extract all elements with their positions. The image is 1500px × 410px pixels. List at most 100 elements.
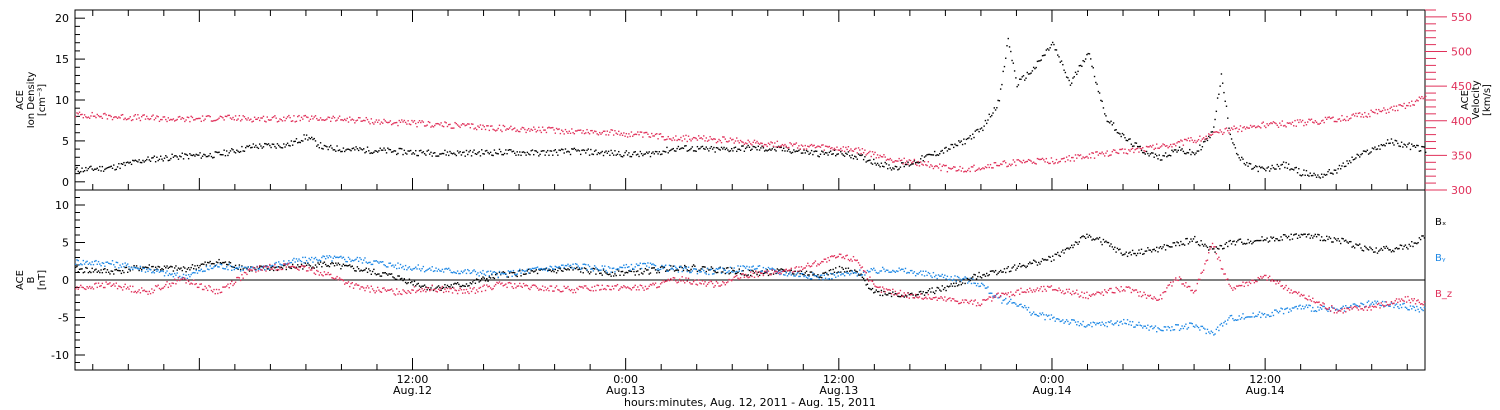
velocity-point (382, 122, 384, 124)
density-point (695, 150, 697, 153)
density-point (1310, 174, 1313, 177)
velocity-point (340, 119, 342, 121)
density-point (1030, 72, 1032, 74)
density-point (1260, 167, 1262, 169)
b-point (1355, 304, 1357, 306)
b-point (1159, 329, 1162, 331)
density-point (545, 151, 548, 153)
density-point (885, 163, 888, 165)
b-point (272, 269, 275, 272)
b-point (923, 275, 926, 277)
density-point (217, 151, 219, 154)
b-point (92, 288, 95, 290)
velocity-point (553, 129, 555, 131)
b-point (154, 268, 157, 271)
density-point (525, 154, 527, 156)
b-point (692, 280, 695, 283)
velocity-point (455, 122, 458, 125)
density-point (1163, 155, 1166, 157)
density-point (1339, 168, 1342, 170)
b-point (1072, 246, 1074, 249)
density-point (1327, 170, 1329, 173)
velocity-point (111, 118, 114, 121)
b-point (562, 270, 564, 272)
velocity-point (1114, 149, 1116, 152)
density-point (782, 147, 785, 150)
density-point (706, 148, 709, 150)
velocity-point (658, 133, 661, 135)
velocity-point (908, 159, 910, 161)
b-point (1313, 310, 1315, 313)
b-point (294, 266, 296, 269)
b-point (1013, 264, 1016, 266)
b-point (903, 296, 905, 298)
b-point (991, 292, 993, 294)
velocity-point (327, 116, 329, 118)
b-point (87, 287, 90, 289)
velocity-point (1238, 128, 1240, 131)
b-point (437, 285, 440, 287)
velocity-point (1087, 157, 1089, 159)
density-point (1271, 164, 1273, 167)
density-point (963, 138, 965, 140)
b-point (554, 268, 557, 271)
b-point (435, 290, 437, 293)
velocity-point (847, 146, 850, 148)
velocity-point (985, 166, 988, 169)
velocity-point (861, 148, 864, 150)
b-point (711, 282, 714, 285)
b-point (710, 280, 713, 283)
b-point (1093, 239, 1096, 241)
b-point (739, 273, 742, 275)
b-point (1171, 326, 1173, 328)
b-point (1409, 245, 1412, 247)
density-point (781, 149, 784, 152)
velocity-point (1039, 158, 1041, 161)
b-point (1275, 309, 1277, 311)
b-point (1293, 307, 1295, 309)
b-point (687, 266, 690, 268)
b-point (375, 290, 378, 292)
b-point (771, 267, 773, 269)
b-point (265, 266, 267, 268)
density-point (85, 166, 87, 169)
b-point (576, 266, 578, 269)
velocity-point (595, 130, 597, 133)
b-point (758, 271, 761, 273)
b-point (643, 289, 645, 291)
density-point (1322, 176, 1324, 178)
b-point (1152, 327, 1154, 330)
density-point (203, 153, 205, 156)
b-point (422, 290, 425, 292)
b-point (1091, 325, 1093, 328)
density-point (1314, 174, 1317, 176)
b-point (209, 265, 211, 267)
b-point (564, 264, 567, 267)
b-point (404, 291, 407, 294)
b-point (388, 273, 390, 275)
b-point (979, 285, 982, 287)
b-point (550, 285, 553, 287)
b-point (1328, 308, 1330, 310)
b-point (555, 272, 558, 274)
b-point (290, 265, 293, 268)
b-point (451, 286, 454, 288)
b-point (272, 266, 275, 268)
b-point (1359, 243, 1361, 245)
density-point (1027, 73, 1030, 75)
density-point (1020, 78, 1022, 80)
b-point (368, 287, 370, 289)
velocity-point (737, 140, 739, 142)
b-point (662, 279, 664, 282)
b-point (107, 283, 110, 285)
density-point (576, 150, 578, 152)
velocity-point (100, 115, 102, 118)
density-point (808, 153, 810, 155)
density-point (951, 143, 954, 146)
density-point (744, 147, 747, 150)
velocity-point (1257, 125, 1259, 127)
velocity-point (1215, 131, 1218, 133)
b-point (279, 263, 281, 265)
b-point (819, 274, 822, 277)
